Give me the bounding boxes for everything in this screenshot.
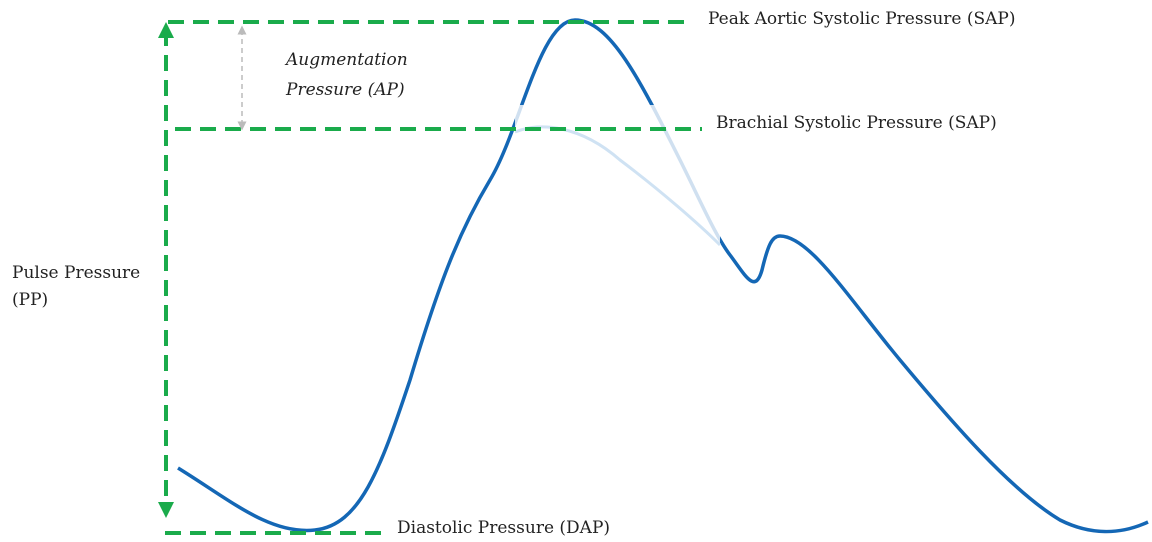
diastolic-label: Diastolic Pressure (DAP) — [397, 518, 610, 538]
augmentation-label: Augmentation — [284, 50, 408, 70]
augmentation-label: Pressure (AP) — [285, 80, 405, 100]
faded-region — [515, 105, 720, 298]
pulse-label: (PP) — [12, 290, 48, 310]
pulse-label: Pulse Pressure — [12, 263, 140, 283]
peak-label: Peak Aortic Systolic Pressure (SAP) — [708, 9, 1016, 29]
brachial-label: Brachial Systolic Pressure (SAP) — [716, 113, 997, 133]
brachial-curve — [514, 125, 722, 247]
